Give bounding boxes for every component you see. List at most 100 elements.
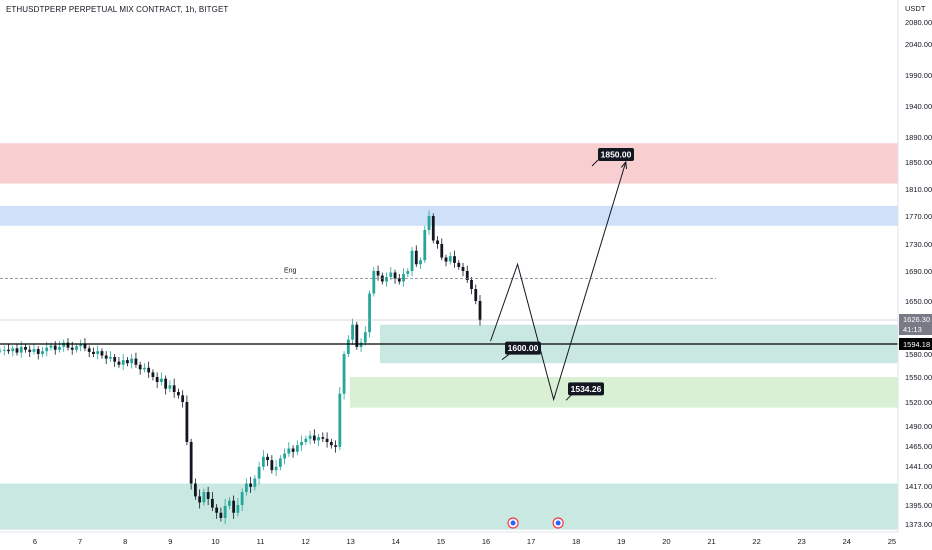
candle [92, 347, 95, 358]
candle [351, 318, 354, 345]
candle [325, 432, 329, 448]
candle [363, 326, 367, 346]
time-tick-label: 17 [527, 537, 535, 546]
candle [436, 236, 439, 249]
price-tick-label: 1395.00 [905, 501, 932, 510]
candle [478, 295, 482, 326]
zones-layer [0, 143, 898, 530]
candle [338, 387, 342, 451]
candle [334, 440, 337, 453]
chart-title: ETHUSDTPERP PERPETUAL MIX CONTRACT, 1h, … [6, 5, 229, 14]
event-flag-icon[interactable] [507, 517, 519, 529]
candle [359, 338, 363, 352]
candle [342, 351, 346, 400]
candle [155, 372, 159, 388]
candle [240, 488, 244, 512]
candle [402, 268, 405, 287]
price-tick-label: 1580.00 [905, 350, 932, 359]
arrowhead [620, 160, 628, 170]
candle [168, 380, 172, 392]
price-tick-label: 1550.00 [905, 373, 932, 382]
candle [266, 453, 270, 466]
candle [202, 488, 206, 506]
time-tick-label: 19 [617, 537, 625, 546]
lines-layer: Eng [0, 268, 898, 345]
time-axis[interactable]: 6 7 8 9 10 11 12 13 14 15 16 17 18 19 20 21 22 23 24 25 [33, 537, 896, 546]
time-tick-label: 16 [482, 537, 490, 546]
candle [291, 445, 295, 458]
eng-label: Eng [284, 268, 297, 275]
time-tick-label: 15 [437, 537, 445, 546]
candle [414, 245, 418, 267]
candle [427, 210, 431, 235]
candle [346, 335, 350, 358]
price-tick-label: 2080.00 [905, 18, 932, 27]
candle [28, 345, 32, 358]
candle [223, 498, 227, 524]
callout-1600-00[interactable]: 1600.00 [501, 341, 541, 361]
candle [470, 277, 473, 295]
candle [206, 486, 210, 505]
candle [465, 265, 469, 283]
candle [308, 430, 312, 445]
candle [312, 429, 316, 444]
candle [58, 341, 61, 353]
event-flag-icon[interactable] [552, 517, 564, 529]
candle [448, 252, 452, 265]
projection-path[interactable] [490, 161, 627, 402]
candle [172, 378, 176, 398]
candle [457, 260, 461, 270]
time-tick-label: 24 [843, 537, 851, 546]
candle [368, 290, 371, 338]
price-tick-label: 1730.00 [905, 240, 932, 249]
price-tick-label: 1490.00 [905, 422, 932, 431]
candle [453, 250, 456, 268]
zone-demand-bottom[interactable] [0, 483, 898, 530]
candle [160, 372, 163, 386]
candle [261, 450, 265, 471]
price-axis[interactable]: 2080.00 2040.00 1990.00 1940.00 1890.00 1850.… [899, 18, 932, 529]
zone-blue[interactable] [0, 205, 898, 226]
candle [87, 345, 91, 358]
candle [444, 254, 448, 267]
candle [83, 338, 87, 352]
candle [117, 357, 121, 368]
candle [113, 354, 117, 368]
svg-text:1850.00: 1850.00 [601, 150, 632, 160]
candle [317, 434, 320, 446]
candle [147, 361, 151, 378]
candle [100, 348, 104, 359]
candle [143, 363, 146, 373]
candle [385, 272, 388, 287]
candle [283, 448, 287, 465]
time-tick-label: 11 [257, 537, 265, 546]
candle [189, 438, 193, 490]
price-tick-label: 1520.00 [905, 398, 932, 407]
svg-text:1534.26: 1534.26 [571, 384, 602, 394]
price-tick-label: 1373.00 [905, 520, 932, 529]
candle [210, 492, 214, 512]
candle [41, 346, 44, 358]
zone-supply[interactable] [0, 143, 898, 184]
candle [75, 343, 78, 353]
candle [11, 345, 15, 357]
price-tick-label: 1770.00 [905, 212, 932, 221]
candle [177, 388, 180, 399]
price-tick-label: 1940.00 [905, 102, 932, 111]
candle [249, 476, 253, 493]
candle [253, 475, 257, 491]
candle [270, 455, 274, 474]
candle [423, 225, 427, 263]
price-tick-label: 1417.00 [905, 482, 932, 491]
price-tick-label: 1810.00 [905, 185, 932, 194]
candle [138, 361, 142, 375]
callout-1850-00[interactable]: 1850.00 [591, 148, 634, 167]
candle [121, 354, 125, 371]
time-tick-label: 6 [33, 537, 37, 546]
callout-1534-26[interactable]: 1534.26 [565, 382, 604, 401]
price-tick-label: 1465.00 [905, 442, 932, 451]
candle [244, 478, 248, 496]
zone-demand-lower[interactable] [350, 377, 898, 408]
time-tick-label: 9 [168, 537, 172, 546]
